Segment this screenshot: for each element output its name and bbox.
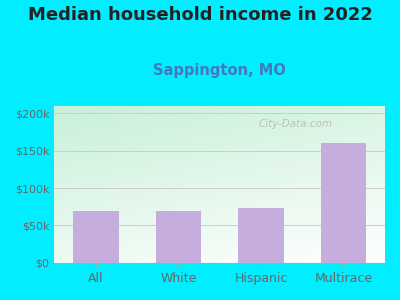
Bar <box>73 211 118 263</box>
Text: City-Data.com: City-Data.com <box>259 119 333 129</box>
Bar <box>238 208 284 263</box>
Title: Sappington, MO: Sappington, MO <box>153 63 286 78</box>
Bar <box>156 211 201 263</box>
Bar <box>321 143 366 263</box>
Text: Median household income in 2022: Median household income in 2022 <box>28 6 372 24</box>
